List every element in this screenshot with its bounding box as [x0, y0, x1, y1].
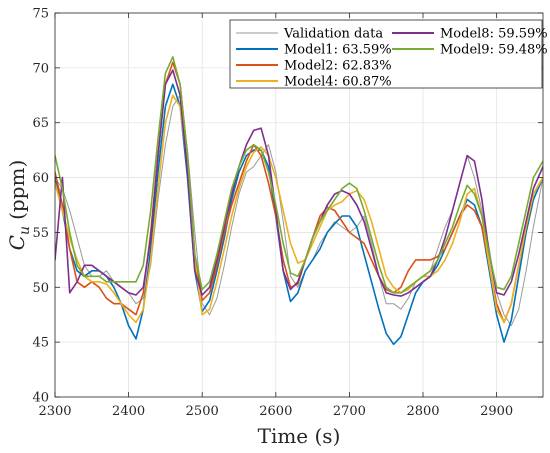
legend-entry-label: Model2: 62.83%	[284, 59, 392, 74]
y-tick-label: 70	[32, 61, 49, 76]
y-axis-label-symbol: C	[5, 235, 29, 250]
x-tick-label: 2300	[38, 404, 71, 419]
series-line-3	[55, 94, 543, 324]
legend-entry-label: Model9: 59.48%	[440, 43, 548, 58]
x-tick-label: 2900	[480, 404, 513, 419]
legend-entry-label: Model4: 60.87%	[284, 75, 392, 90]
series-line-5	[55, 56, 543, 294]
x-axis-label: Time (s)	[258, 424, 341, 448]
legend-entry-label: Model8: 59.59%	[440, 27, 548, 42]
legend-box	[229, 19, 543, 89]
y-tick-label: 50	[32, 281, 49, 296]
y-axis-label-subscript: u	[17, 226, 33, 235]
legend-entry-label: Validation data	[283, 27, 383, 42]
y-tick-label: 45	[32, 336, 49, 351]
x-tick-label: 2800	[406, 404, 439, 419]
series-line-2	[55, 61, 543, 324]
y-tick-label: 40	[32, 391, 49, 406]
y-tick-label: 65	[32, 116, 49, 131]
legend-entry-label: Model1: 63.59%	[284, 43, 392, 58]
y-tick-label: 75	[32, 7, 49, 22]
y-axis-label: Cu (ppm)	[5, 160, 33, 251]
y-tick-label: 60	[32, 171, 49, 186]
y-axis-label-unit: (ppm)	[5, 160, 29, 220]
x-tick-label: 2500	[186, 404, 219, 419]
y-tick-label: 55	[32, 226, 49, 241]
series-line-4	[55, 69, 543, 297]
series-lines	[55, 56, 543, 346]
x-tick-label: 2400	[112, 404, 145, 419]
plot-frame	[54, 12, 544, 398]
x-tick-label: 2600	[259, 404, 292, 419]
x-tick-label: 2700	[333, 404, 366, 419]
axis-ticks: 2300 2400 2500 2600 2700 2800 2900 40 45 50 55 60 65…	[32, 7, 543, 419]
